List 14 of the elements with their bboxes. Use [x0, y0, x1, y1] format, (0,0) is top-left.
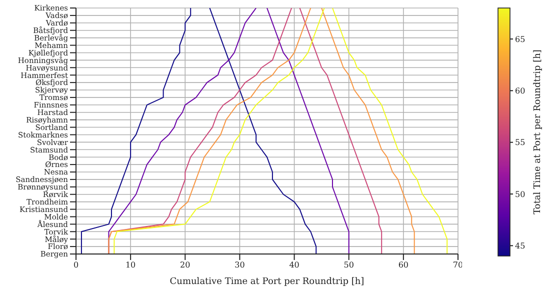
x-tick-label: 20 [180, 260, 190, 270]
color-bar-label: 50 [515, 190, 526, 199]
x-tick-label: 10 [125, 260, 136, 270]
color-bar-title: Total Time at Port per Roundtrip [h] [533, 50, 543, 214]
color-bar-label: 65 [515, 34, 526, 44]
x-tick-label: 40 [289, 260, 300, 270]
x-tick-label: 60 [398, 260, 409, 270]
x-tick-label: 50 [344, 260, 354, 270]
x-axis-title: Cumulative Time at Port per Roundtrip [h] [170, 277, 364, 287]
color-bar-label: 60 [515, 86, 526, 96]
x-tick-label: 30 [234, 260, 245, 270]
color-bar-label: 45 [515, 241, 526, 250]
x-tick-label: 0 [73, 260, 79, 270]
color-bar-label: 55 [515, 138, 526, 148]
